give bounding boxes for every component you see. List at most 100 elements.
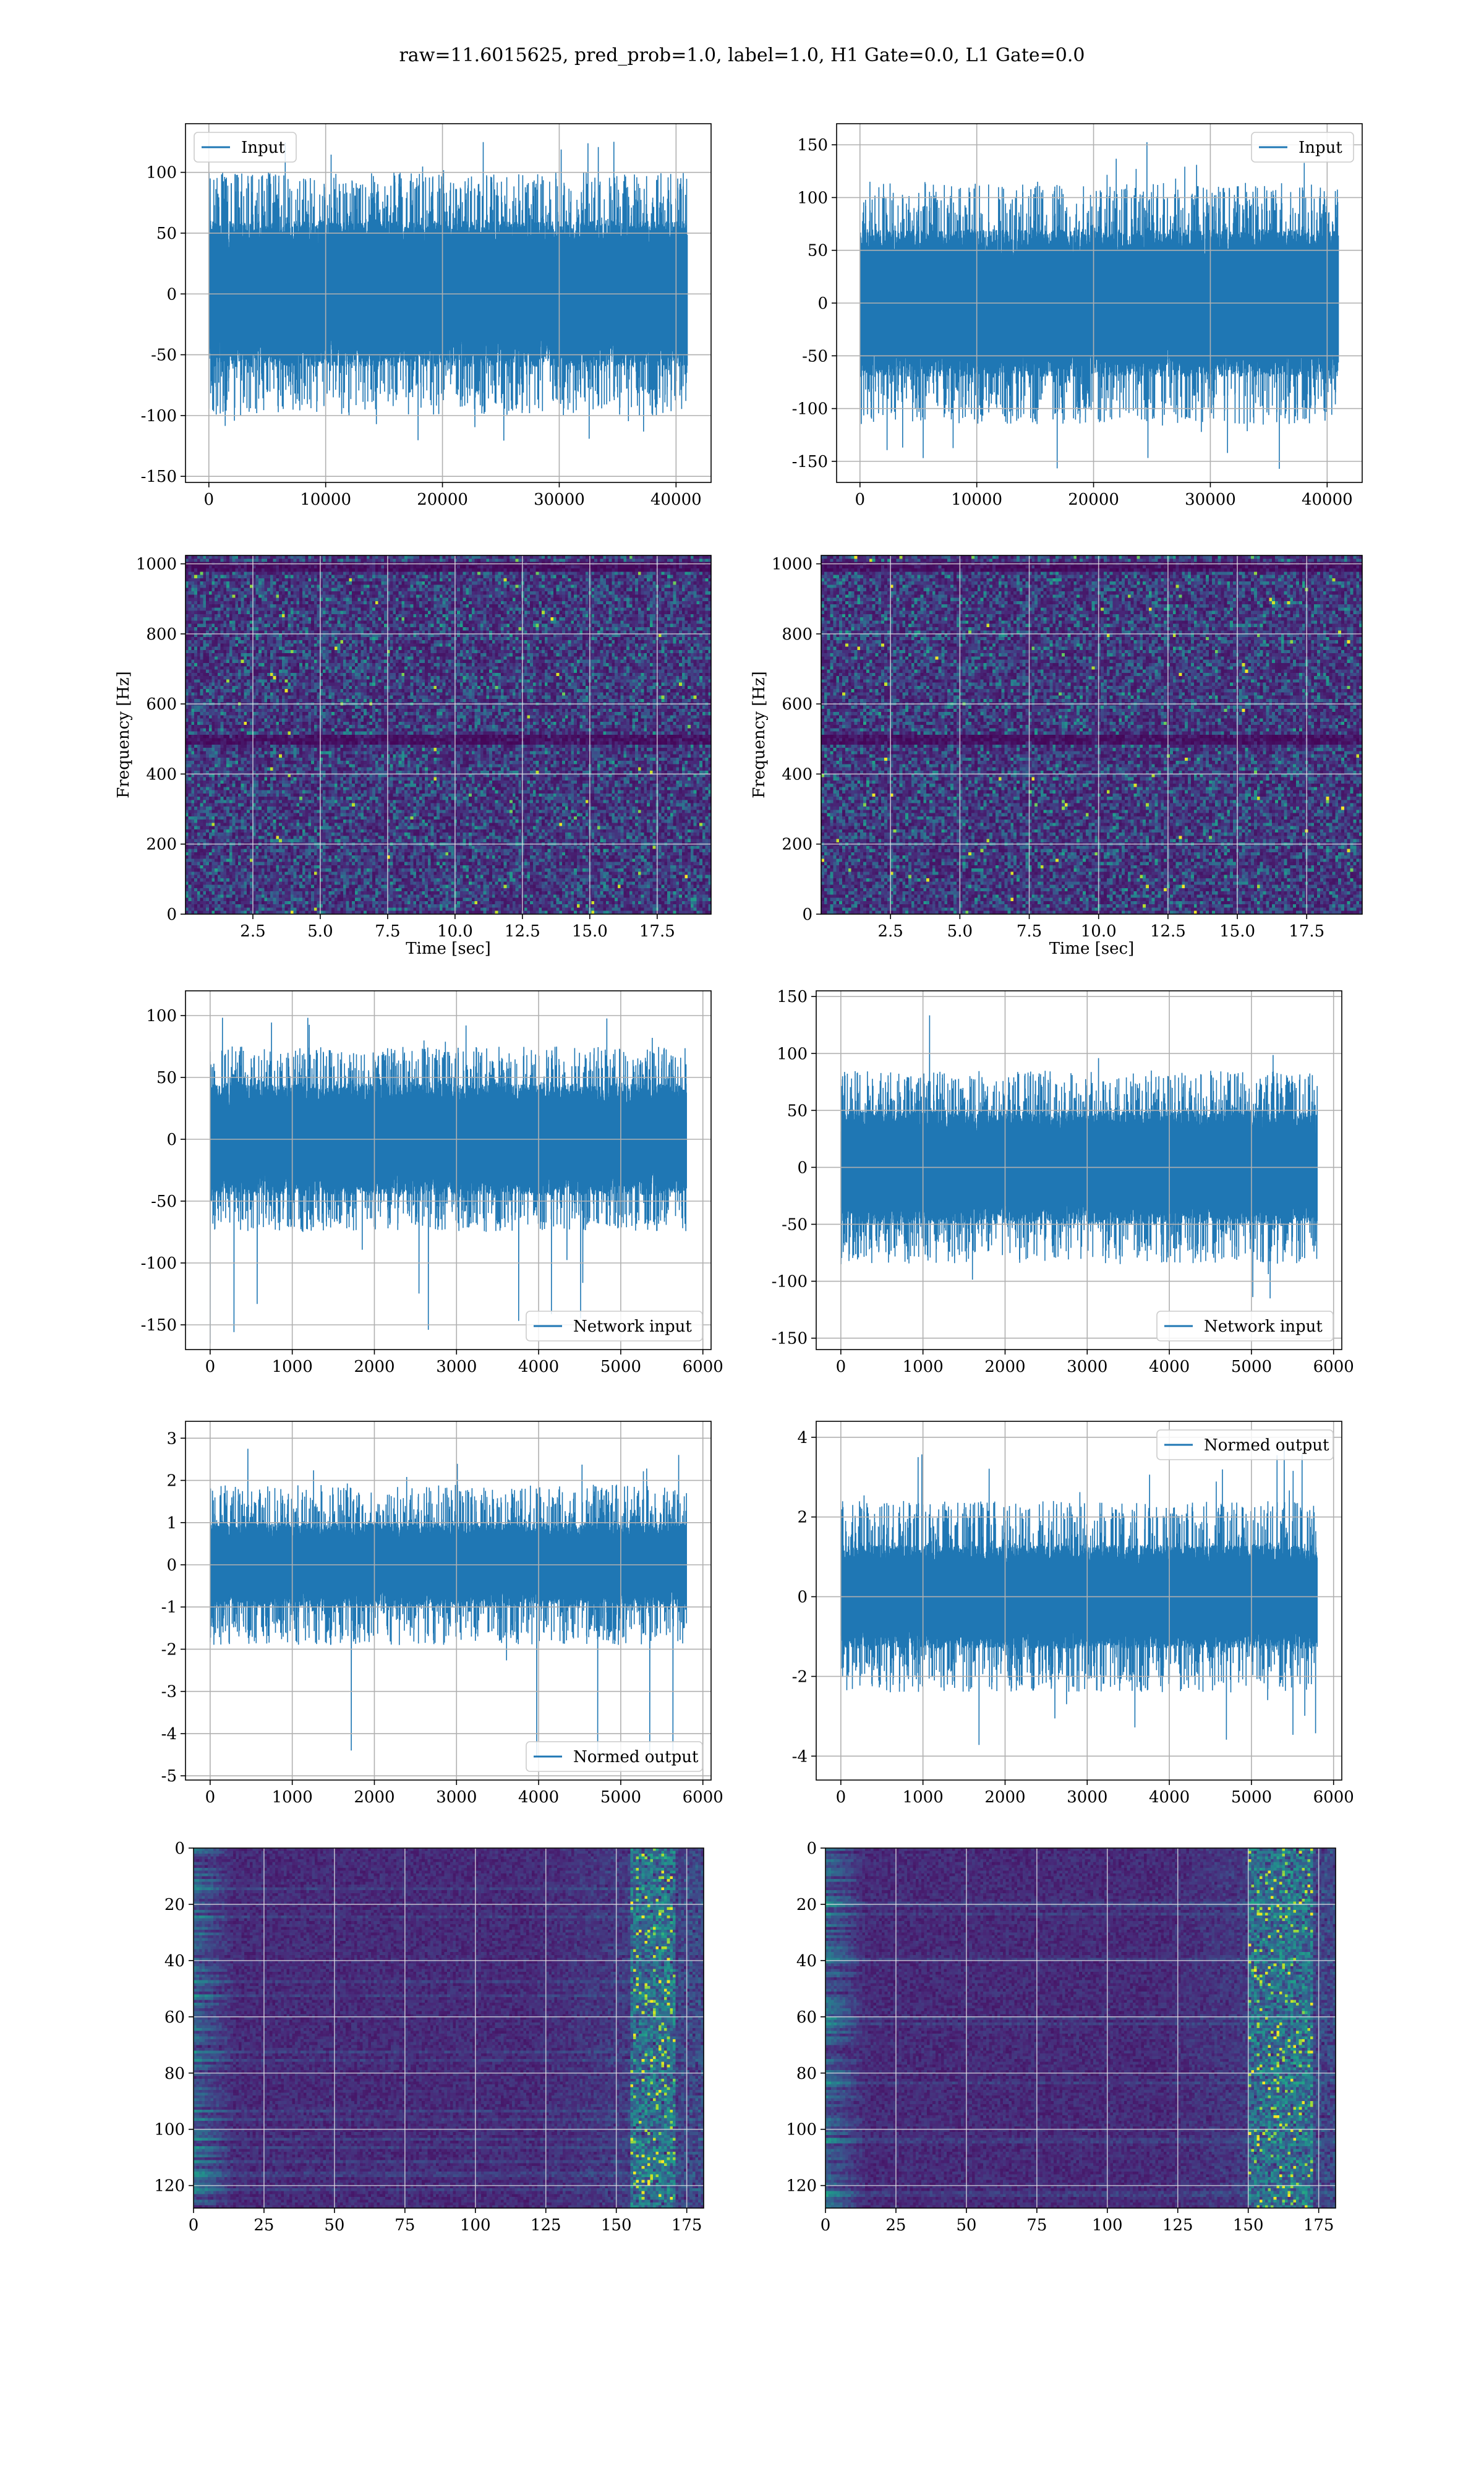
plot-area — [186, 555, 711, 914]
legend-box — [194, 132, 297, 163]
x-axis-label: Time [sec] — [406, 940, 491, 958]
x-tick-label: 6000 — [683, 1358, 723, 1376]
x-tick-label: 10000 — [951, 490, 1002, 509]
x-tick-label: 30000 — [1185, 490, 1236, 509]
x-tick-label: 10.0 — [437, 922, 473, 941]
x-tick-label: 3000 — [436, 1788, 477, 1807]
series-line — [840, 1015, 1318, 1299]
chart-l1-feature-map: 0 25 50 75 100 125 150 175 0 20 40 60 80 100 120 — [786, 1839, 1336, 2235]
y-tick-label: 0 — [797, 1588, 808, 1607]
x-tick-label: 15.0 — [572, 922, 608, 941]
x-tick-label: 5.0 — [307, 922, 333, 941]
x-tick-label: 4000 — [1149, 1788, 1190, 1807]
y-tick-label: -3 — [161, 1683, 177, 1701]
x-tick-label: 4000 — [518, 1358, 559, 1376]
legend-box — [1251, 132, 1354, 163]
x-tick-label: 1000 — [272, 1358, 313, 1376]
figure-title: raw=11.6015625, pred_prob=1.0, label=1.0… — [399, 45, 1085, 66]
y-tick-label: 1000 — [772, 555, 812, 574]
x-tick-label: 150 — [601, 2216, 632, 2235]
y-tick-label: 0 — [166, 1556, 177, 1575]
y-tick-label: 2 — [166, 1472, 177, 1491]
x-axis-label: Time [sec] — [1049, 940, 1135, 958]
x-tick-label: 20000 — [417, 490, 468, 509]
plot-area — [816, 1421, 1342, 1780]
x-tick-label: 175 — [1303, 2216, 1334, 2235]
y-axis-label: Frequency [Hz] — [750, 671, 769, 798]
x-tick-label: 5000 — [600, 1788, 641, 1807]
y-tick-label: 600 — [782, 695, 812, 714]
y-tick-label: 50 — [156, 1069, 177, 1087]
y-tick-label: 3 — [166, 1429, 177, 1448]
plot-area — [186, 124, 711, 482]
series-line — [840, 1446, 1318, 1745]
x-tick-label: 7.5 — [1017, 922, 1042, 941]
x-tick-label: 6000 — [1313, 1358, 1354, 1376]
x-tick-label: 17.5 — [639, 922, 675, 941]
x-tick-label: 7.5 — [375, 922, 400, 941]
legend: Input — [1251, 132, 1354, 163]
y-tick-label: -2 — [792, 1667, 808, 1686]
y-tick-label: -50 — [151, 346, 177, 365]
y-tick-label: -100 — [141, 1254, 177, 1273]
x-tick-label: 1000 — [903, 1358, 944, 1376]
plot-area — [821, 555, 1362, 914]
legend: Network input — [1156, 1311, 1334, 1342]
y-tick-label: 0 — [817, 294, 828, 313]
legend-label: Input — [1298, 139, 1342, 157]
y-tick-label: -150 — [141, 468, 177, 486]
y-axis-label: Frequency [Hz] — [114, 671, 133, 798]
x-tick-label: 75 — [394, 2216, 415, 2235]
y-tick-label: -150 — [792, 453, 828, 471]
axes-frame — [185, 123, 712, 483]
legend: Input — [194, 132, 297, 163]
x-tick-label: 1000 — [903, 1788, 944, 1807]
x-tick-label: 0 — [205, 1358, 216, 1376]
y-tick-label: 60 — [164, 2008, 185, 2027]
y-tick-label: 0 — [802, 905, 812, 924]
y-tick-label: -5 — [161, 1767, 177, 1786]
x-tick-label: 125 — [1162, 2216, 1193, 2235]
x-tick-label: 17.5 — [1289, 922, 1324, 941]
x-tick-label: 15.0 — [1219, 922, 1255, 941]
x-tick-label: 175 — [672, 2216, 702, 2235]
plot-area — [186, 1421, 711, 1780]
chart-h1-feature-map: 0 25 50 75 100 125 150 175 0 20 40 60 80 100 120 — [154, 1839, 704, 2235]
x-tick-label: 0 — [836, 1358, 846, 1376]
x-tick-label: 0 — [205, 1788, 216, 1807]
chart-h1-input: 0 10000 20000 30000 40000 -150 -100 -50 0 50 100 In… — [141, 123, 712, 509]
legend-box — [1156, 1429, 1334, 1460]
y-tick-label: 1000 — [136, 555, 177, 574]
legend-box — [526, 1311, 703, 1342]
y-tick-label: 50 — [808, 242, 828, 260]
y-tick-label: 4 — [797, 1429, 808, 1447]
y-tick-label: 0 — [166, 1131, 177, 1149]
axes-frame — [816, 1421, 1342, 1781]
x-tick-label: 50 — [956, 2216, 976, 2235]
y-tick-label: 60 — [796, 2008, 817, 2027]
x-tick-label: 2000 — [354, 1788, 394, 1807]
series-line — [210, 1449, 687, 1758]
x-tick-label: 5000 — [600, 1358, 641, 1376]
y-tick-label: 20 — [796, 1896, 817, 1914]
x-tick-label: 100 — [460, 2216, 491, 2235]
y-tick-label: 40 — [796, 1952, 817, 1971]
plot-area — [837, 124, 1362, 482]
axes-frame — [821, 555, 1363, 915]
legend: Network input — [526, 1311, 703, 1342]
chart-l1-network-input: 0 1000 2000 3000 4000 5000 6000 -150 -100 -50 0 50 1… — [772, 988, 1354, 1376]
y-tick-label: 0 — [166, 905, 177, 924]
x-tick-label: 2.5 — [240, 922, 265, 941]
y-tick-label: -50 — [782, 1215, 808, 1234]
heatmap-raster — [821, 555, 1362, 914]
axes-frame — [185, 555, 712, 915]
y-tick-label: 0 — [166, 285, 177, 304]
x-tick-label: 20000 — [1068, 490, 1119, 509]
series-line — [859, 142, 1339, 469]
x-tick-label: 3000 — [1067, 1788, 1107, 1807]
x-tick-label: 1000 — [272, 1788, 313, 1807]
legend-label: Network input — [573, 1317, 692, 1336]
y-tick-label: -50 — [151, 1192, 177, 1211]
chart-l1-spectrogram: 2.5 5.0 7.5 10.0 12.5 15.0 17.5 0 200 400 600 800 10… — [750, 555, 1363, 958]
